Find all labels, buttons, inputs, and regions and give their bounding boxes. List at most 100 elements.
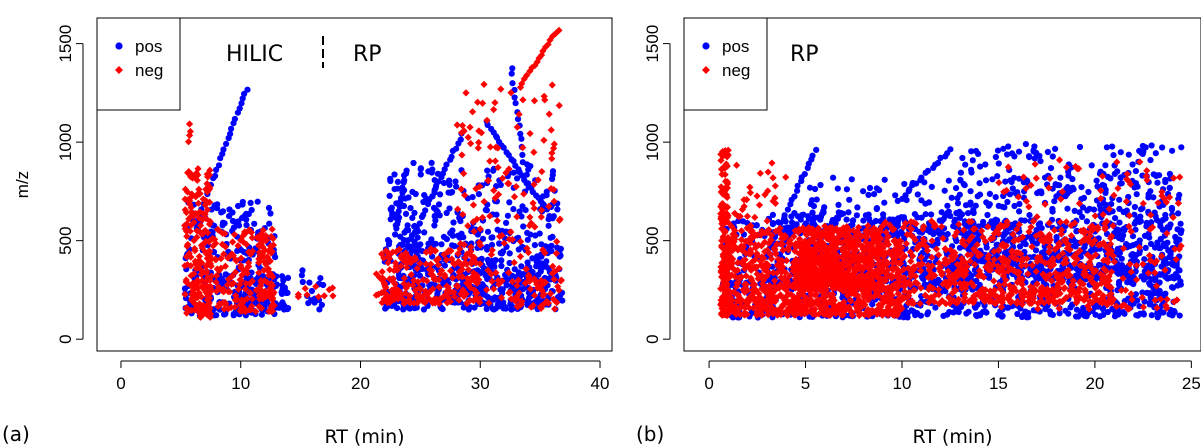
point-neg [185,215,193,223]
point-pos [1085,188,1092,196]
point-pos [846,196,853,203]
point-neg [526,213,534,221]
point-pos [1064,205,1071,212]
point-pos [435,201,443,208]
point-pos [969,157,976,164]
x-tick-label: 20 [351,374,370,393]
point-pos [963,310,970,317]
point-neg [405,295,413,304]
point-neg [303,291,311,299]
point-pos [267,210,274,217]
point-neg [524,248,532,257]
y-axis-title: m/z [13,171,32,198]
panel-label: (a) [2,422,30,446]
point-pos [1162,290,1169,297]
point-pos [918,174,925,181]
point-neg [248,278,256,286]
point-pos [254,198,261,205]
point-neg [255,248,264,256]
point-pos [1009,185,1016,192]
point-pos [532,232,539,239]
data-points [181,26,566,321]
point-pos [1154,314,1161,321]
point-pos [835,201,842,208]
point-pos [1022,241,1029,248]
point-neg [450,293,459,301]
point-pos [894,220,901,227]
point-neg [545,110,553,118]
point-pos [1143,289,1151,296]
point-neg [473,279,482,287]
point-neg [247,305,255,314]
point-pos [284,274,292,281]
point-pos [416,220,423,227]
point-neg [224,254,232,262]
point-neg [531,223,539,231]
point-pos [524,259,531,266]
point-pos [784,224,791,231]
point-neg [257,230,266,238]
point-pos [519,203,526,210]
point-neg [267,270,275,278]
point-neg [192,169,201,177]
point-pos [443,161,450,168]
point-neg [425,265,434,274]
point-pos [919,275,926,282]
point-pos [1125,151,1132,158]
point-pos [924,167,932,174]
point-pos [450,219,457,226]
point-pos [1047,165,1055,172]
point-pos [995,160,1002,167]
point-neg [190,299,198,307]
point-neg [203,254,211,263]
point-pos [443,209,450,217]
point-pos [1008,178,1015,186]
point-pos [1047,311,1054,318]
point-pos [810,216,817,224]
point-pos [230,312,237,319]
point-neg [496,232,504,241]
point-pos [509,65,516,72]
point-pos [866,215,873,222]
point-pos [977,163,984,170]
point-neg [443,287,451,295]
point-neg [227,280,235,288]
point-neg [472,293,480,302]
point-pos [419,265,426,273]
point-pos [1176,236,1183,243]
point-pos [211,202,218,209]
point-neg [215,300,224,308]
point-pos [881,199,888,206]
point-neg [463,250,471,258]
point-neg [236,307,245,315]
point-pos [277,303,284,310]
point-pos [1165,247,1172,254]
point-neg [220,250,228,258]
point-pos [550,213,557,220]
point-pos [784,206,792,213]
point-pos [1176,312,1183,319]
point-neg [395,287,403,295]
point-neg [191,247,199,255]
point-neg [198,302,206,310]
point-pos [1115,234,1123,242]
point-pos [496,240,503,247]
point-neg [231,268,240,276]
point-pos [222,310,229,318]
point-neg [241,285,250,293]
point-pos [1037,158,1044,165]
point-neg [190,236,198,245]
point-neg [255,269,263,277]
point-pos [484,276,491,283]
annotations: HILIC RP [226,36,382,68]
point-pos [1131,203,1138,211]
point-pos [469,194,476,201]
point-neg [207,272,216,280]
point-pos [984,211,991,219]
point-pos [940,312,947,319]
point-pos [936,217,943,224]
point-neg [255,234,263,242]
point-neg [183,232,191,240]
point-neg [207,285,215,293]
